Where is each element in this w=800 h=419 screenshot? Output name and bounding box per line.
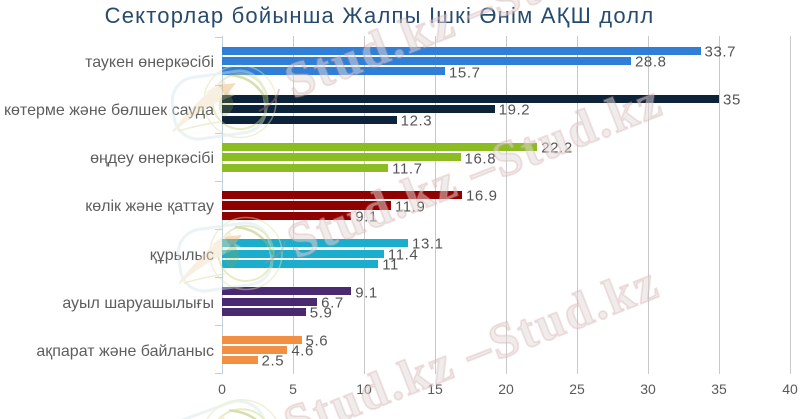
svg-text:Stud.kz –Stud.kz: Stud.kz –Stud.kz <box>276 253 667 419</box>
svg-text:Stud.kz –Stud.kz: Stud.kz –Stud.kz <box>280 71 671 269</box>
